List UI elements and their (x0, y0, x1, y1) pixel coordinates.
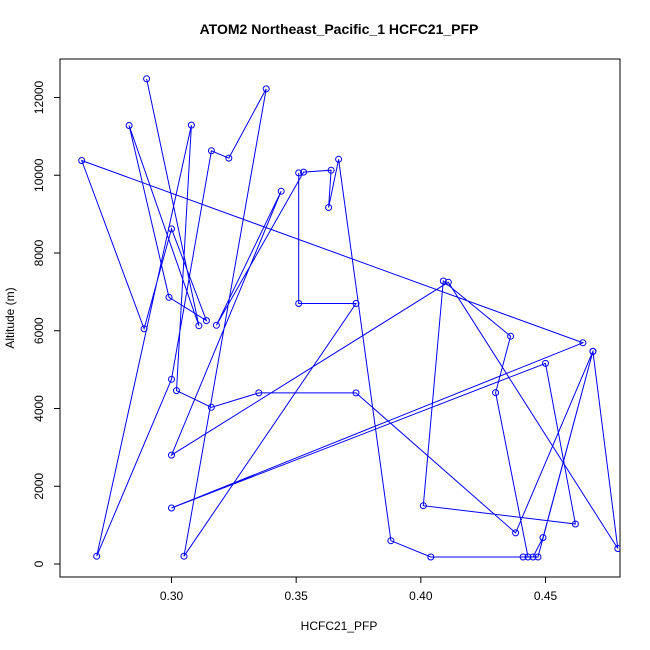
y-tick-label: 6000 (32, 317, 46, 344)
y-tick-label: 10000 (32, 158, 46, 192)
x-tick-label: 0.35 (284, 589, 308, 603)
data-point (255, 389, 263, 397)
chart-title: ATOM2 Northeast_Pacific_1 HCFC21_PFP (200, 21, 479, 37)
data-point (614, 545, 620, 552)
y-axis-label: Altitude (m) (3, 287, 17, 348)
data-point (325, 204, 333, 211)
data-point (542, 359, 549, 367)
data-point (579, 339, 587, 347)
data-point (168, 375, 175, 383)
data-point (207, 147, 215, 155)
y-tick-label: 4000 (32, 395, 46, 422)
data-point (335, 155, 343, 163)
data-point (327, 166, 335, 174)
x-tick-label: 0.40 (409, 589, 433, 603)
data-point (534, 553, 542, 561)
data-point (225, 154, 233, 162)
data-point (589, 347, 597, 355)
data-point (300, 168, 308, 176)
data-point (173, 387, 180, 395)
data-point (419, 502, 427, 510)
data-point (352, 300, 360, 307)
data-point (529, 553, 537, 561)
y-axis: 0 2000 4000 6000 8000 10000 12000 (32, 80, 61, 567)
data-point (539, 534, 547, 542)
data-point (277, 187, 285, 195)
data-point (180, 552, 188, 560)
data-point (571, 520, 579, 528)
data-point (143, 75, 151, 83)
plot-frame (59, 58, 621, 578)
data-point (512, 529, 520, 537)
data-point (427, 553, 435, 561)
data-point (295, 169, 303, 177)
y-tick-label: 0 (32, 560, 46, 567)
series-layer (78, 75, 620, 561)
data-point (168, 504, 175, 512)
series-line (80, 78, 619, 558)
x-tick-label: 0.45 (534, 589, 558, 603)
x-axis: 0.30 0.35 0.40 0.45 (160, 576, 558, 603)
data-point (207, 403, 215, 411)
data-point (262, 85, 270, 93)
data-point (492, 389, 500, 397)
data-point (165, 293, 173, 301)
data-point (93, 552, 101, 560)
data-point (78, 157, 86, 164)
data-point (352, 389, 360, 397)
data-point (444, 278, 452, 286)
data-point (439, 277, 447, 285)
data-point (212, 321, 220, 329)
y-tick-label: 8000 (32, 239, 46, 266)
data-point (140, 325, 148, 333)
data-point (168, 225, 175, 233)
data-point (202, 317, 210, 325)
data-point (295, 300, 303, 307)
x-tick-label: 0.30 (160, 589, 184, 603)
data-point (507, 332, 515, 340)
data-point (125, 122, 133, 129)
y-tick-label: 2000 (32, 473, 46, 500)
data-point (168, 451, 175, 459)
data-point (524, 553, 532, 561)
data-point (195, 322, 203, 330)
y-tick-label: 12000 (32, 80, 46, 114)
data-point (519, 553, 527, 561)
data-point (387, 537, 395, 545)
data-point (187, 121, 195, 129)
x-axis-label: HCFC21_PFP (301, 619, 378, 633)
